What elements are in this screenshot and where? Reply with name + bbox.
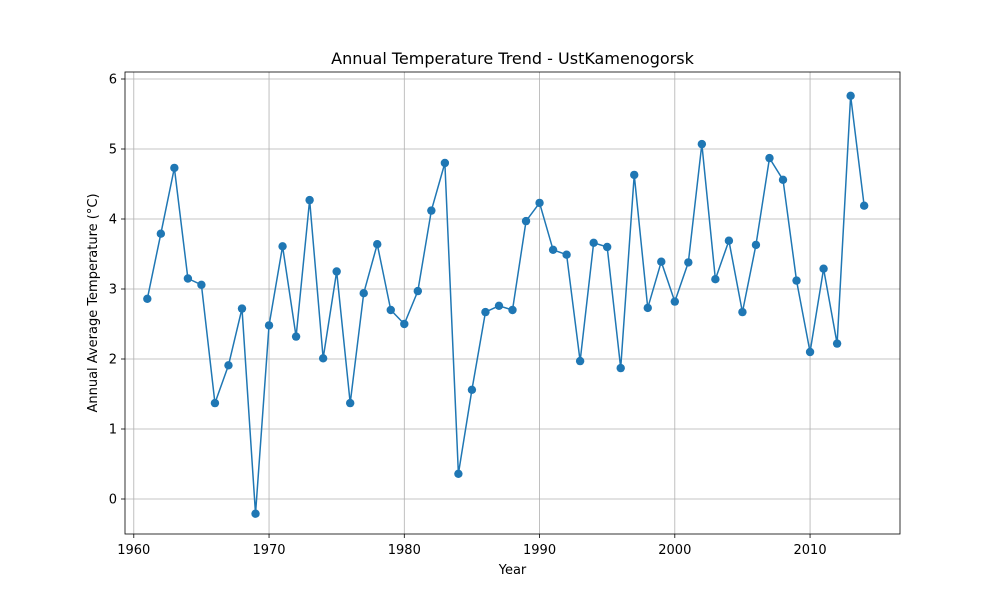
data-point: [224, 361, 233, 370]
data-point: [156, 229, 166, 238]
data-point: [454, 469, 463, 478]
y-tick-label: 6: [109, 73, 117, 88]
y-tick-label: 0: [109, 493, 117, 508]
data-point: [183, 274, 193, 283]
data-point: [575, 356, 585, 366]
data-point: [291, 332, 301, 341]
data-point: [508, 305, 517, 315]
data-point: [210, 398, 220, 408]
data-point: [751, 240, 761, 250]
y-axis-label: Annual Average Temperature (°C): [86, 193, 101, 412]
data-point: [711, 275, 720, 284]
x-tick-label: 1980: [388, 543, 421, 558]
data-point: [278, 242, 287, 251]
data-point: [264, 321, 274, 330]
y-tick-label: 2: [109, 353, 117, 368]
axes: 1960 1970 1980 1990 2000 2010 0 1 2 3 4 5 6: [109, 73, 827, 559]
data-point: [643, 303, 652, 313]
data-point: [670, 297, 680, 306]
data-point: [616, 363, 625, 373]
data-point: [305, 195, 314, 205]
data-point: [359, 289, 368, 298]
data-point: [548, 245, 558, 254]
data-point: [400, 319, 409, 329]
y-tick-label: 3: [109, 283, 117, 298]
data-point: [345, 398, 355, 408]
data-point: [494, 301, 504, 310]
data-point: [805, 347, 815, 357]
data-point: [427, 206, 436, 215]
data-point: [602, 242, 612, 252]
data-point: [332, 267, 341, 276]
y-tick-label: 5: [109, 143, 117, 158]
data-point: [373, 240, 382, 249]
x-axis-label: Year: [498, 563, 527, 578]
data-point: [630, 170, 639, 180]
data-point: [738, 307, 747, 317]
data-point: [440, 158, 450, 168]
data-point: [413, 286, 423, 296]
data-point: [318, 354, 328, 363]
data-point: [535, 198, 544, 208]
data-point: [481, 307, 490, 317]
x-tick-label: 1960: [117, 543, 150, 558]
data-point: [170, 163, 179, 173]
data-point: [386, 305, 395, 315]
data-point: [251, 509, 260, 518]
data-point: [562, 250, 571, 259]
data-point: [657, 257, 666, 266]
series-layer: [143, 91, 869, 518]
data-point: [765, 153, 774, 163]
data-point: [684, 258, 693, 267]
data-point: [832, 339, 842, 348]
data-point: [237, 304, 247, 313]
data-point: [859, 201, 869, 210]
data-point: [778, 175, 788, 184]
data-point: [589, 238, 598, 247]
y-tick-label: 4: [109, 213, 117, 228]
data-point: [197, 280, 206, 289]
data-point: [819, 264, 828, 273]
series-line: [146, 95, 865, 515]
x-tick-label: 2010: [794, 543, 827, 558]
data-point: [846, 91, 855, 101]
data-point: [143, 294, 152, 303]
data-point: [467, 385, 477, 394]
grid: [125, 72, 900, 534]
chart-title: Annual Temperature Trend - UstKamenogors…: [331, 49, 694, 68]
data-point: [724, 236, 734, 245]
y-tick-label: 1: [109, 423, 117, 438]
data-point: [697, 139, 707, 149]
data-point: [792, 276, 801, 285]
plot-frame: [124, 71, 901, 535]
data-point: [521, 216, 531, 226]
x-tick-label: 1990: [523, 543, 556, 558]
x-tick-label: 1970: [252, 543, 285, 558]
x-tick-label: 2000: [658, 543, 691, 558]
